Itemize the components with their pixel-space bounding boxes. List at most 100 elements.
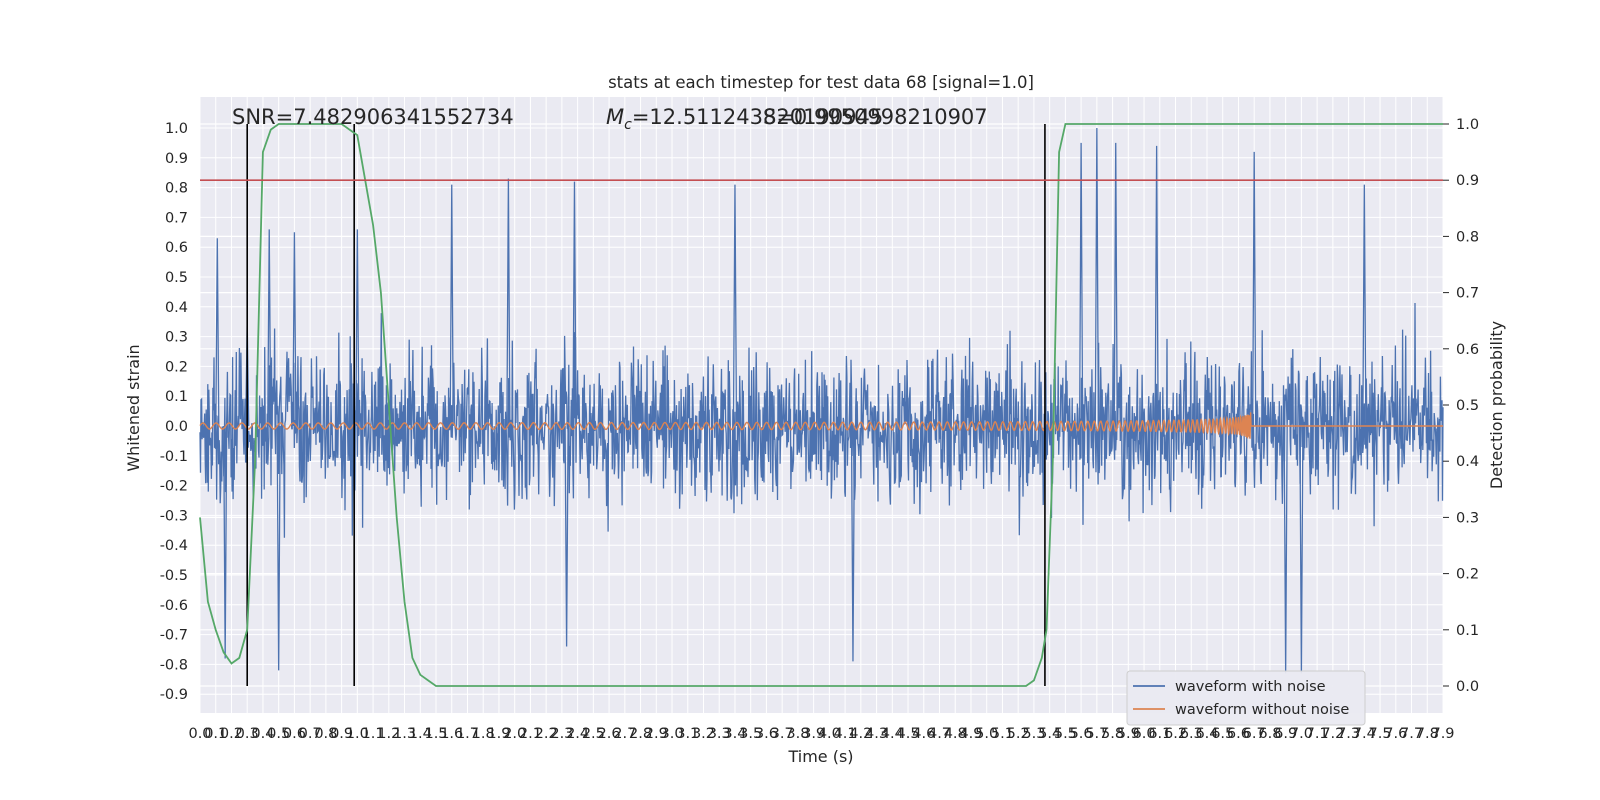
x-tick-label: 4.6 (912, 726, 935, 742)
y-tick-label: -0.3 (160, 508, 188, 524)
noise-spike (732, 184, 738, 427)
x-tick-label: 2.3 (550, 726, 573, 742)
y-tick-label: 0.5 (165, 270, 188, 286)
noise-spike (292, 232, 297, 427)
x-tick-label: 4.7 (928, 726, 951, 742)
x-tick-label: 4.2 (849, 726, 872, 742)
y2-tick-label: 1.0 (1456, 117, 1479, 133)
x-tick-label: 3.8 (786, 726, 809, 742)
x-tick-label: 6.0 (1133, 726, 1156, 742)
y-tick-label: -0.4 (160, 538, 188, 554)
y-tick-label: 1.0 (165, 121, 188, 137)
y2-tick-label: 0.4 (1456, 454, 1479, 470)
x-tick-label: 7.8 (1416, 726, 1439, 742)
chirp-trace (199, 412, 1443, 439)
x-tick-label: 7.1 (1306, 726, 1329, 742)
x-tick-label: 5.3 (1022, 726, 1045, 742)
y-tick-label: -0.6 (160, 598, 188, 614)
x-tick-label: 3.6 (755, 726, 778, 742)
legend-label-waveform-without-noise: waveform without noise (1175, 702, 1349, 718)
y2-tick-label: 0.5 (1456, 398, 1479, 414)
noise-spike (355, 229, 360, 427)
x-tick-label: 6.3 (1180, 726, 1203, 742)
x-tick-label: 2.0 (503, 726, 526, 742)
x-tick-label: 0.0 (188, 726, 211, 742)
x-tick-label: 1.0 (346, 726, 369, 742)
x-tick-label: 5.8 (1101, 726, 1124, 742)
x-tick-label: 3.7 (771, 726, 794, 742)
y-tick-label: 0.0 (165, 419, 188, 435)
x-tick-label: 7.5 (1369, 726, 1392, 742)
y-tick-label: 0.1 (165, 389, 188, 405)
y-tick-label: 0.2 (165, 359, 188, 375)
y2-axis-label: Detection probability (1487, 321, 1506, 489)
annotation-score: S=0.9950998210907 (763, 105, 988, 129)
x-tick-label: 0.5 (267, 726, 290, 742)
x-tick-label: 7.6 (1384, 726, 1407, 742)
x-tick-label: 5.1 (991, 726, 1014, 742)
x-tick-label: 1.2 (377, 726, 400, 742)
x-tick-label: 4.4 (881, 726, 904, 742)
x-tick-label: 6.9 (1274, 726, 1297, 742)
x-tick-label: 6.7 (1243, 726, 1266, 742)
x-tick-label: 2.1 (519, 726, 542, 742)
x-tick-label: 0.7 (299, 726, 322, 742)
x-tick-label: 5.7 (1085, 726, 1108, 742)
noise-spike (1113, 142, 1118, 427)
noise-spike (1094, 127, 1099, 427)
x-tick-label: 6.6 (1227, 726, 1250, 742)
x-tick-label: 4.3 (865, 726, 888, 742)
x-tick-label: 5.6 (1070, 726, 1093, 742)
legend-label-waveform-with-noise: waveform with noise (1175, 679, 1326, 695)
y2-tick-label: 0.0 (1456, 679, 1479, 695)
x-tick-label: 7.7 (1400, 726, 1423, 742)
x-tick-label: 0.6 (283, 726, 306, 742)
noise-spike (1252, 151, 1257, 427)
noise-trace (199, 302, 1444, 538)
y-tick-label: -0.5 (160, 568, 188, 584)
x-tick-label: 6.2 (1164, 726, 1187, 742)
noise-spike (215, 238, 220, 427)
x-tick-label: 2.4 (566, 726, 589, 742)
x-tick-label: 0.8 (314, 726, 337, 742)
x-tick-label: 7.2 (1321, 726, 1344, 742)
y2-tick-label: 0.1 (1456, 623, 1479, 639)
noise-spike (572, 181, 577, 427)
vertical-markers (246, 124, 1046, 686)
x-tick-label: 2.9 (645, 726, 668, 742)
x-tick-label: 4.9 (959, 726, 982, 742)
y-tick-label: 0.8 (165, 181, 188, 197)
x-tick-label: 5.0 (975, 726, 998, 742)
x-tick-label: 3.0 (660, 726, 683, 742)
x-tick-label: 1.3 (393, 726, 416, 742)
y2-tick-label: 0.7 (1456, 286, 1479, 302)
x-tick-label: 1.7 (456, 726, 479, 742)
y-axis-label: Whitened strain (124, 344, 143, 471)
x-tick-label: 2.6 (598, 726, 621, 742)
y-tick-label: 0.3 (165, 330, 188, 346)
x-tick-label: 3.9 (802, 726, 825, 742)
y2-tick-label: 0.2 (1456, 567, 1479, 583)
x-tick-label: 2.7 (613, 726, 636, 742)
x-tick-label: 1.5 (424, 726, 447, 742)
series-waveform-with-noise (199, 127, 1444, 674)
noise-spike (1154, 145, 1159, 427)
x-tick-label: 0.2 (220, 726, 243, 742)
x-tick-label: 3.3 (708, 726, 731, 742)
noise-spike (1362, 184, 1367, 427)
x-tick-label: 7.4 (1353, 726, 1376, 742)
x-tick-label: 7.0 (1290, 726, 1313, 742)
x-tick-label: 4.1 (834, 726, 857, 742)
y-tick-label: -0.8 (160, 657, 188, 673)
y2-tick-label: 0.9 (1456, 173, 1479, 189)
legend-box (1126, 670, 1366, 726)
x-tick-label: 5.5 (1054, 726, 1077, 742)
x-tick-label: 3.5 (739, 726, 762, 742)
y-tick-label: 0.9 (165, 151, 188, 167)
x-tick-label: 7.3 (1337, 726, 1360, 742)
x-tick-label: 3.4 (723, 726, 746, 742)
noise-spike (267, 229, 272, 427)
x-tick-label: 2.5 (582, 726, 605, 742)
noise-spike (506, 178, 511, 427)
noise-spike (223, 425, 228, 659)
